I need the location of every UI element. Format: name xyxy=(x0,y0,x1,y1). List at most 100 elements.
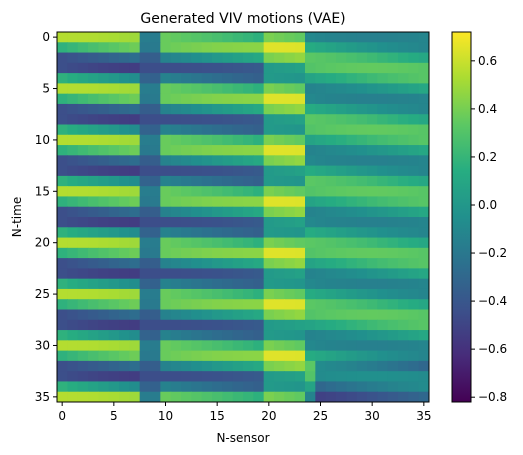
heatmap-cell xyxy=(336,196,347,208)
heatmap-cell xyxy=(274,103,285,115)
heatmap-cell xyxy=(284,42,296,54)
heatmap-cell xyxy=(77,391,89,402)
heatmap-cell xyxy=(150,258,161,269)
heatmap-cell xyxy=(284,371,296,383)
heatmap-cell xyxy=(336,186,347,198)
heatmap-cell xyxy=(181,227,192,239)
heatmap-cell xyxy=(408,258,420,269)
heatmap-cell xyxy=(408,165,420,177)
heatmap-cell xyxy=(150,103,161,115)
heatmap-cell xyxy=(181,83,192,95)
heatmap-cell xyxy=(57,319,68,331)
heatmap-cell xyxy=(387,350,399,362)
x-tick-label: 20 xyxy=(261,409,276,423)
x-tick-label: 15 xyxy=(210,409,225,423)
heatmap-cell xyxy=(222,371,234,383)
heatmap-cell xyxy=(356,73,368,84)
heatmap-cell xyxy=(181,268,192,280)
heatmap-cell xyxy=(191,340,203,352)
heatmap-cell xyxy=(170,175,182,187)
heatmap-cell xyxy=(98,206,110,218)
heatmap-cell xyxy=(150,360,161,372)
heatmap-cell xyxy=(418,381,429,393)
heatmap-cell xyxy=(232,175,244,187)
heatmap-cell xyxy=(367,319,378,331)
heatmap-cell xyxy=(263,124,275,136)
heatmap-cell xyxy=(150,227,161,239)
y-tick-label: 5 xyxy=(42,82,50,96)
heatmap-cell xyxy=(387,299,399,311)
heatmap-cell xyxy=(336,258,347,269)
heatmap-cell xyxy=(305,319,316,331)
heatmap-cell xyxy=(294,206,306,218)
heatmap-cell xyxy=(387,319,399,331)
heatmap-cell xyxy=(294,227,306,239)
heatmap-cell xyxy=(129,288,141,300)
heatmap-cell xyxy=(325,62,337,74)
heatmap-cell xyxy=(315,206,327,218)
heatmap-cell xyxy=(67,124,79,136)
heatmap-cell xyxy=(294,381,306,393)
heatmap-cell xyxy=(408,237,420,249)
heatmap-cell xyxy=(408,227,420,239)
heatmap-cell xyxy=(77,299,89,311)
heatmap-cell xyxy=(232,278,244,290)
heatmap-cell xyxy=(77,206,89,218)
heatmap-cell xyxy=(398,391,409,402)
heatmap-cell xyxy=(119,268,130,280)
heatmap-cell xyxy=(325,196,337,208)
heatmap-cell xyxy=(88,186,99,198)
heatmap-cell xyxy=(191,381,203,393)
heatmap-cell xyxy=(77,165,89,177)
heatmap-cell xyxy=(346,217,358,228)
heatmap-cell xyxy=(346,32,358,43)
heatmap-cell xyxy=(243,114,254,126)
heatmap-cell xyxy=(367,227,378,239)
heatmap-cell xyxy=(108,32,120,43)
heatmap-cell xyxy=(191,114,203,126)
y-tick-label: 0 xyxy=(42,30,50,44)
heatmap-cell xyxy=(201,371,213,383)
heatmap-cell xyxy=(57,217,68,228)
heatmap-cell xyxy=(57,350,68,362)
heatmap-cell xyxy=(108,145,120,156)
heatmap-cell xyxy=(253,196,265,208)
y-tick-label: 30 xyxy=(35,338,50,352)
heatmap-cell xyxy=(274,340,285,352)
heatmap-cell xyxy=(305,206,316,218)
heatmap-cell xyxy=(387,371,399,383)
heatmap-cell xyxy=(88,309,99,321)
heatmap-cell xyxy=(356,309,368,321)
heatmap-cell xyxy=(232,155,244,167)
heatmap-cell xyxy=(232,227,244,239)
heatmap-cell xyxy=(57,114,68,126)
heatmap-cell xyxy=(232,62,244,74)
heatmap-cell xyxy=(315,62,327,74)
heatmap-cell xyxy=(88,73,99,84)
heatmap-cell xyxy=(346,268,358,280)
heatmap-cell xyxy=(253,350,265,362)
heatmap-cell xyxy=(408,196,420,208)
heatmap-cell xyxy=(232,340,244,352)
heatmap-cell xyxy=(305,196,316,208)
heatmap-cell xyxy=(336,299,347,311)
plot-frame xyxy=(56,31,430,403)
heatmap-cell xyxy=(294,278,306,290)
heatmap-cell xyxy=(232,371,244,383)
heatmap-cell xyxy=(67,237,79,249)
heatmap-cell xyxy=(222,196,234,208)
heatmap-cell xyxy=(315,73,327,84)
heatmap-cell xyxy=(108,114,120,126)
heatmap-cell xyxy=(243,340,254,352)
heatmap-cell xyxy=(418,186,429,198)
heatmap-cell xyxy=(243,319,254,331)
heatmap-cell xyxy=(294,288,306,300)
heatmap-cell xyxy=(253,206,265,218)
heatmap-cell xyxy=(150,52,161,64)
heatmap-cell xyxy=(346,73,358,84)
heatmap-cell xyxy=(98,360,110,372)
heatmap-cell xyxy=(181,32,192,43)
heatmap-cell xyxy=(88,103,99,115)
heatmap-cell xyxy=(222,93,234,105)
heatmap-cell xyxy=(398,124,409,136)
